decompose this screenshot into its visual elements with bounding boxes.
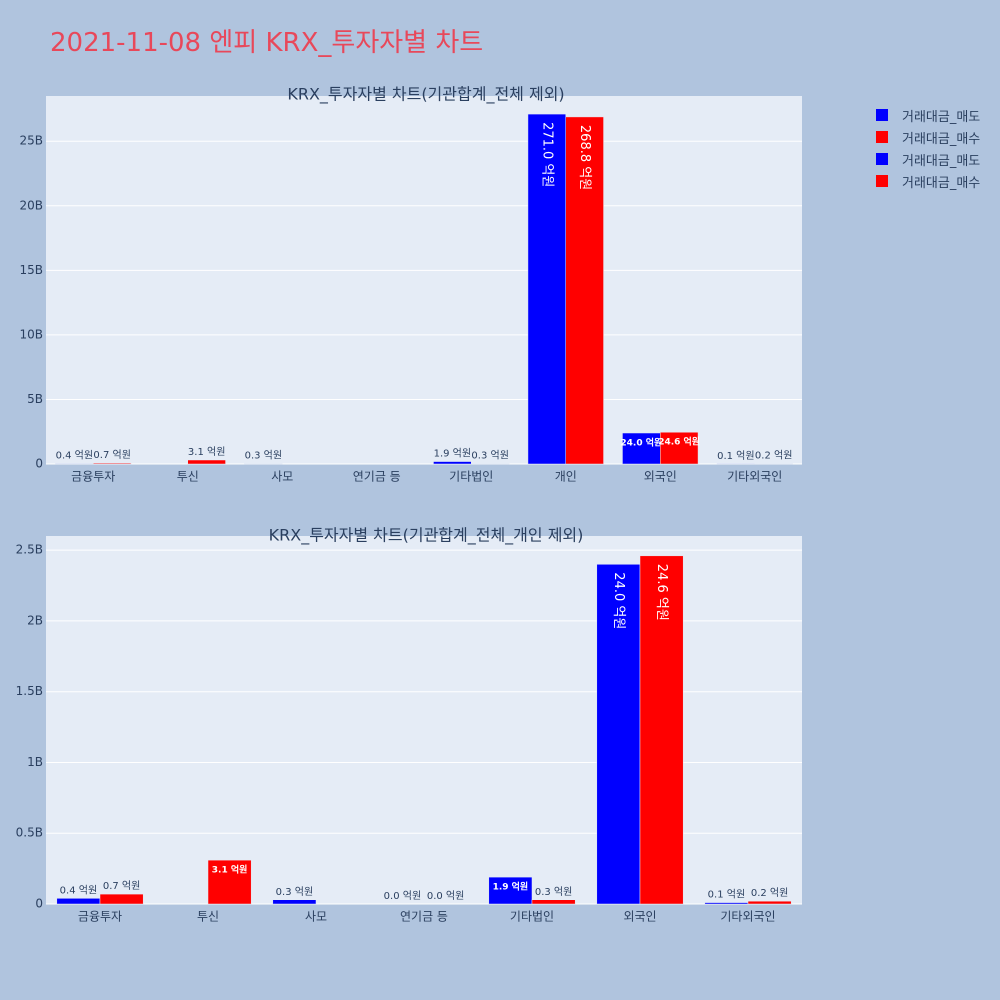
bar <box>565 116 604 465</box>
bar-label: 0.4 억원 <box>60 884 97 896</box>
bar <box>531 899 576 905</box>
y-tick-label: 2B <box>27 613 43 627</box>
bar-label: 24.6 억원 <box>658 436 700 448</box>
legend-label: 거래대금_매도 <box>902 110 981 125</box>
y-tick-label: 15B <box>19 263 43 277</box>
bar <box>55 463 94 465</box>
bar-label: 0.1 억원 <box>717 450 754 462</box>
y-tick-label: 2.5B <box>16 543 43 557</box>
x-tick-label: 금융투자 <box>71 470 115 484</box>
legend-swatch <box>876 153 888 165</box>
y-tick-label: 0.5B <box>16 826 43 840</box>
y-tick-label: 10B <box>19 327 43 341</box>
bar <box>747 900 792 905</box>
bar-label: 3.1 억원 <box>188 446 225 458</box>
bar-label: 0.3 억원 <box>245 450 282 462</box>
x-tick-label: 사모 <box>305 910 327 924</box>
x-tick-label: 연기금 등 <box>353 470 401 484</box>
bar-label: 271.0 억원 <box>539 122 554 187</box>
x-tick-label: 기타법인 <box>510 910 554 924</box>
y-tick-label: 20B <box>19 198 43 212</box>
x-tick-label: 연기금 등 <box>400 910 448 924</box>
legend-label: 거래대금_매수 <box>902 176 981 191</box>
legend-label: 거래대금_매도 <box>902 154 981 169</box>
y-tick-label: 0 <box>35 457 43 471</box>
x-tick-label: 기타법인 <box>449 470 493 484</box>
bar <box>99 893 144 905</box>
bar-label: 0.2 억원 <box>755 450 792 462</box>
bar <box>596 564 641 905</box>
bar-label: 24.6 억원 <box>654 564 669 621</box>
chart-title: KRX_투자자별 차트(기관합계_전체 제외) <box>287 85 564 105</box>
bar <box>93 462 132 465</box>
legend-swatch <box>876 131 888 143</box>
bar-label: 0.3 억원 <box>276 886 313 898</box>
bar <box>622 432 661 465</box>
bar-label: 24.0 억원 <box>620 437 662 449</box>
bar-label: 0.7 억원 <box>93 449 130 461</box>
bar-label: 0.3 억원 <box>471 450 508 462</box>
chart-title: KRX_투자자별 차트(기관합계_전체_개인 제외) <box>269 526 584 546</box>
y-tick-label: 25B <box>19 134 43 148</box>
bar-label: 1.9 억원 <box>434 448 471 460</box>
y-tick-label: 1.5B <box>16 684 43 698</box>
x-tick-label: 기타외국인 <box>720 910 775 924</box>
bar <box>704 902 749 905</box>
legend-swatch <box>876 175 888 187</box>
x-tick-label: 사모 <box>271 470 293 484</box>
bar-label: 24.0 억원 <box>611 572 626 629</box>
x-tick-label: 개인 <box>555 470 577 484</box>
plot-area <box>46 96 802 464</box>
bar <box>639 555 684 905</box>
page-title: 2021-11-08 엔피 KRX_투자자별 차트 <box>50 28 484 58</box>
y-tick-label: 0 <box>35 897 43 911</box>
bar-label: 3.1 억원 <box>212 864 248 876</box>
x-tick-label: 투신 <box>177 470 199 484</box>
y-tick-label: 5B <box>27 392 43 406</box>
bar-label: 0.0 억원 <box>427 890 464 902</box>
x-tick-label: 투신 <box>197 910 219 924</box>
bar-label: 0.1 억원 <box>708 889 745 901</box>
bar <box>187 459 226 465</box>
bar <box>272 899 317 905</box>
x-tick-label: 금융투자 <box>78 910 122 924</box>
bar-label: 0.7 억원 <box>103 880 140 892</box>
plot-area <box>46 536 802 904</box>
x-tick-label: 외국인 <box>644 470 677 484</box>
bar-label: 0.0 억원 <box>384 890 421 902</box>
bar <box>488 876 533 905</box>
bar <box>660 431 699 465</box>
bar <box>207 859 252 905</box>
bar-label: 1.9 억원 <box>493 881 529 893</box>
x-tick-label: 기타외국인 <box>727 470 782 484</box>
y-tick-label: 1B <box>27 755 43 769</box>
legend-swatch <box>876 109 888 121</box>
bar-label: 0.3 억원 <box>535 886 572 898</box>
x-tick-label: 외국인 <box>623 910 656 924</box>
bar <box>433 461 472 465</box>
bar-label: 0.2 억원 <box>751 887 788 899</box>
bar <box>56 898 101 905</box>
bar-label: 268.8 억원 <box>577 125 592 190</box>
bar-label: 0.4 억원 <box>56 449 93 461</box>
legend-label: 거래대금_매수 <box>902 132 981 147</box>
